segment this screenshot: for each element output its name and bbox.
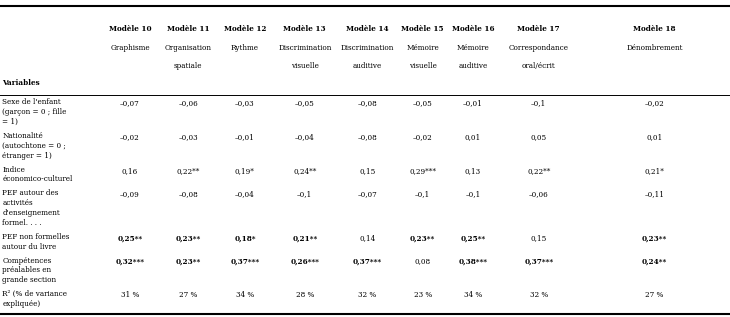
Text: –0,08: –0,08: [358, 133, 377, 141]
Text: PEF autour des
activités
d'enseignement
formel. . . .: PEF autour des activités d'enseignement …: [2, 189, 60, 227]
Text: 0,15: 0,15: [359, 167, 376, 175]
Text: Modèle 17: Modèle 17: [518, 25, 560, 33]
Text: –0,02: –0,02: [412, 133, 433, 141]
Text: –0,08: –0,08: [178, 190, 199, 198]
Text: 0,23**: 0,23**: [176, 258, 201, 266]
Text: –0,04: –0,04: [235, 190, 255, 198]
Text: Indice
économico-culturel: Indice économico-culturel: [2, 166, 72, 184]
Text: –0,03: –0,03: [179, 133, 198, 141]
Text: Dénombrement: Dénombrement: [626, 44, 683, 52]
Text: spatiale: spatiale: [174, 62, 203, 70]
Text: auditive: auditive: [353, 62, 383, 70]
Text: 0,05: 0,05: [531, 133, 547, 141]
Text: 0,01: 0,01: [646, 133, 663, 141]
Text: 0,16: 0,16: [122, 167, 138, 175]
Text: –0,07: –0,07: [120, 99, 140, 107]
Text: 0,24**: 0,24**: [293, 167, 317, 175]
Text: 0,38***: 0,38***: [458, 258, 488, 266]
Text: 0,23**: 0,23**: [176, 234, 201, 242]
Text: 0,18*: 0,18*: [234, 234, 256, 242]
Text: 34 %: 34 %: [464, 291, 483, 299]
Text: Graphisme: Graphisme: [110, 44, 150, 52]
Text: Modèle 13: Modèle 13: [283, 25, 326, 33]
Text: Modèle 16: Modèle 16: [452, 25, 494, 33]
Text: 0,29***: 0,29***: [410, 167, 436, 175]
Text: –0,06: –0,06: [529, 190, 549, 198]
Text: 28 %: 28 %: [296, 291, 314, 299]
Text: Modèle 12: Modèle 12: [223, 25, 266, 33]
Text: 0,19*: 0,19*: [235, 167, 255, 175]
Text: oral/écrit: oral/écrit: [522, 62, 556, 70]
Text: –0,02: –0,02: [645, 99, 664, 107]
Text: 0,13: 0,13: [465, 167, 481, 175]
Text: Modèle 15: Modèle 15: [402, 25, 444, 33]
Text: 0,25**: 0,25**: [461, 234, 485, 242]
Text: Modèle 18: Modèle 18: [633, 25, 676, 33]
Text: Mémoire: Mémoire: [457, 44, 489, 52]
Text: –0,1: –0,1: [297, 190, 312, 198]
Text: Organisation: Organisation: [165, 44, 212, 52]
Text: Modèle 11: Modèle 11: [167, 25, 210, 33]
Text: 0,22**: 0,22**: [527, 167, 550, 175]
Text: Mémoire: Mémoire: [407, 44, 439, 52]
Text: Discrimination: Discrimination: [278, 44, 331, 52]
Text: 0,23**: 0,23**: [642, 234, 667, 242]
Text: –0,1: –0,1: [531, 99, 546, 107]
Text: visuelle: visuelle: [291, 62, 319, 70]
Text: 31 %: 31 %: [120, 291, 139, 299]
Text: Discrimination: Discrimination: [341, 44, 394, 52]
Text: 0,08: 0,08: [415, 258, 431, 266]
Text: Variables: Variables: [2, 79, 40, 87]
Text: –0,01: –0,01: [463, 99, 483, 107]
Text: –0,06: –0,06: [178, 99, 199, 107]
Text: –0,1: –0,1: [415, 190, 430, 198]
Text: –0,08: –0,08: [358, 99, 377, 107]
Text: Correspondance: Correspondance: [509, 44, 569, 52]
Text: 23 %: 23 %: [413, 291, 431, 299]
Text: 0,22**: 0,22**: [177, 167, 200, 175]
Text: 0,26***: 0,26***: [291, 258, 319, 266]
Text: –0,05: –0,05: [295, 99, 315, 107]
Text: 34 %: 34 %: [236, 291, 254, 299]
Text: 27 %: 27 %: [179, 291, 198, 299]
Text: 27 %: 27 %: [645, 291, 664, 299]
Text: 0,23**: 0,23**: [410, 234, 435, 242]
Text: –0,02: –0,02: [120, 133, 140, 141]
Text: Nationalité
(autochtone = 0 ;
étranger = 1): Nationalité (autochtone = 0 ; étranger =…: [2, 132, 66, 159]
Text: PEF non formelles
autour du livre: PEF non formelles autour du livre: [2, 233, 69, 251]
Text: 32 %: 32 %: [530, 291, 548, 299]
Text: 32 %: 32 %: [358, 291, 377, 299]
Text: 0,37***: 0,37***: [353, 258, 382, 266]
Text: 0,01: 0,01: [465, 133, 481, 141]
Text: Compétences
préalables en
grande section: Compétences préalables en grande section: [2, 256, 56, 284]
Text: –0,03: –0,03: [235, 99, 255, 107]
Text: 0,14: 0,14: [359, 234, 376, 242]
Text: 0,15: 0,15: [531, 234, 547, 242]
Text: 0,21**: 0,21**: [292, 234, 318, 242]
Text: 0,24**: 0,24**: [642, 258, 667, 266]
Text: Rythme: Rythme: [231, 44, 259, 52]
Text: 0,37***: 0,37***: [231, 258, 259, 266]
Text: 0,32***: 0,32***: [115, 258, 145, 266]
Text: Sexe de l'enfant
(garçon = 0 ; fille
= 1): Sexe de l'enfant (garçon = 0 ; fille = 1…: [2, 98, 66, 126]
Text: Modèle 10: Modèle 10: [109, 25, 151, 33]
Text: 0,25**: 0,25**: [118, 234, 142, 242]
Text: auditive: auditive: [458, 62, 488, 70]
Text: –0,11: –0,11: [645, 190, 664, 198]
Text: –0,1: –0,1: [466, 190, 480, 198]
Text: 0,21*: 0,21*: [645, 167, 664, 175]
Text: –0,05: –0,05: [412, 99, 433, 107]
Text: visuelle: visuelle: [409, 62, 437, 70]
Text: –0,07: –0,07: [358, 190, 377, 198]
Text: –0,09: –0,09: [120, 190, 140, 198]
Text: Modèle 14: Modèle 14: [346, 25, 389, 33]
Text: 0,37***: 0,37***: [524, 258, 553, 266]
Text: R² (% de variance
expliquée): R² (% de variance expliquée): [2, 290, 67, 308]
Text: –0,04: –0,04: [295, 133, 315, 141]
Text: –0,01: –0,01: [235, 133, 255, 141]
